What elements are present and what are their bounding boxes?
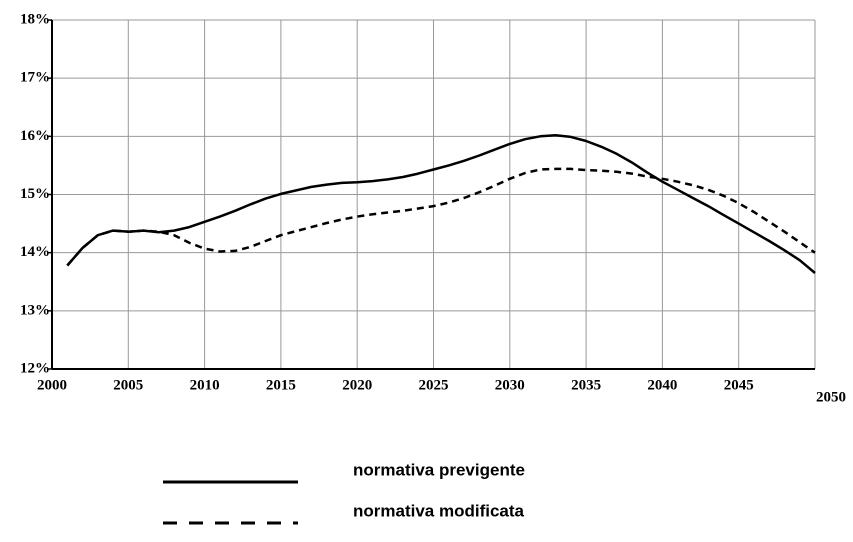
x-tick-label: 2035 bbox=[571, 377, 601, 393]
x-tick-label: 2030 bbox=[495, 377, 525, 393]
y-tick-label: 14% bbox=[20, 244, 50, 260]
y-tick-label: 12% bbox=[20, 360, 50, 376]
x-tick-label: 2005 bbox=[113, 377, 143, 393]
x-tick-label: 2040 bbox=[647, 377, 677, 393]
x-tick-label: 2015 bbox=[266, 377, 296, 393]
x-tick-label: 2010 bbox=[190, 377, 220, 393]
y-tick-label: 15% bbox=[20, 186, 50, 202]
x-tick-label: 2045 bbox=[724, 377, 754, 393]
legend-label: normativa modificata bbox=[353, 501, 525, 520]
y-tick-label: 13% bbox=[20, 302, 50, 318]
x-tick-label: 2020 bbox=[342, 377, 372, 393]
x-tick-label: 2050 bbox=[816, 389, 846, 405]
y-tick-label: 17% bbox=[20, 70, 50, 86]
legend-label: normativa previgente bbox=[353, 460, 525, 479]
y-tick-label: 16% bbox=[20, 128, 50, 144]
series-line bbox=[66, 167, 816, 267]
x-tick-label: 2000 bbox=[37, 377, 67, 393]
y-tick-label: 18% bbox=[20, 11, 50, 27]
x-tick-label: 2025 bbox=[419, 377, 449, 393]
series-line bbox=[66, 133, 816, 274]
